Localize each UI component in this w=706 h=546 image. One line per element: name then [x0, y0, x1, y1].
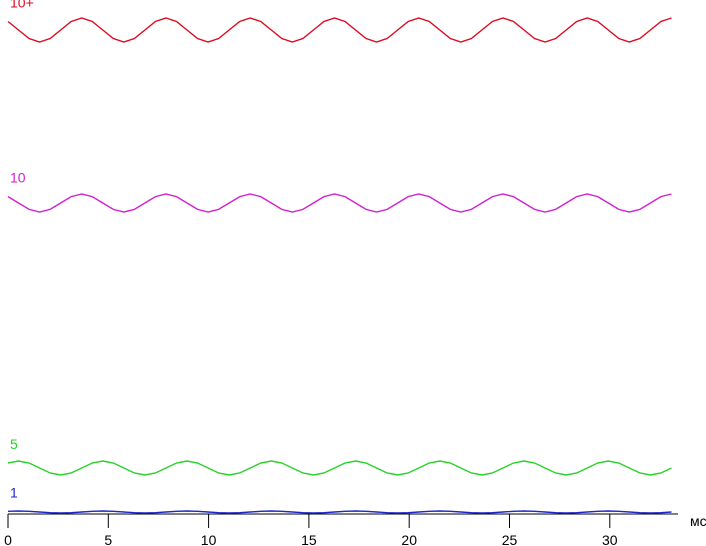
series-label: 1	[10, 484, 18, 500]
x-tick-label: 5	[104, 532, 112, 546]
x-tick-label: 30	[602, 532, 618, 546]
x-tick-label: 15	[301, 532, 317, 546]
series-line	[7, 17, 672, 43]
x-axis-label: мс	[690, 513, 706, 529]
series-line	[7, 510, 672, 514]
series-line	[7, 460, 672, 476]
series-label: 5	[10, 436, 18, 452]
series-label: 10	[10, 170, 26, 186]
x-tick-label: 10	[201, 532, 217, 546]
x-tick-label: 25	[502, 532, 518, 546]
x-tick-label: 0	[4, 532, 12, 546]
series-label: 10+	[10, 0, 34, 11]
series-line	[7, 193, 672, 213]
x-tick-label: 20	[401, 532, 417, 546]
